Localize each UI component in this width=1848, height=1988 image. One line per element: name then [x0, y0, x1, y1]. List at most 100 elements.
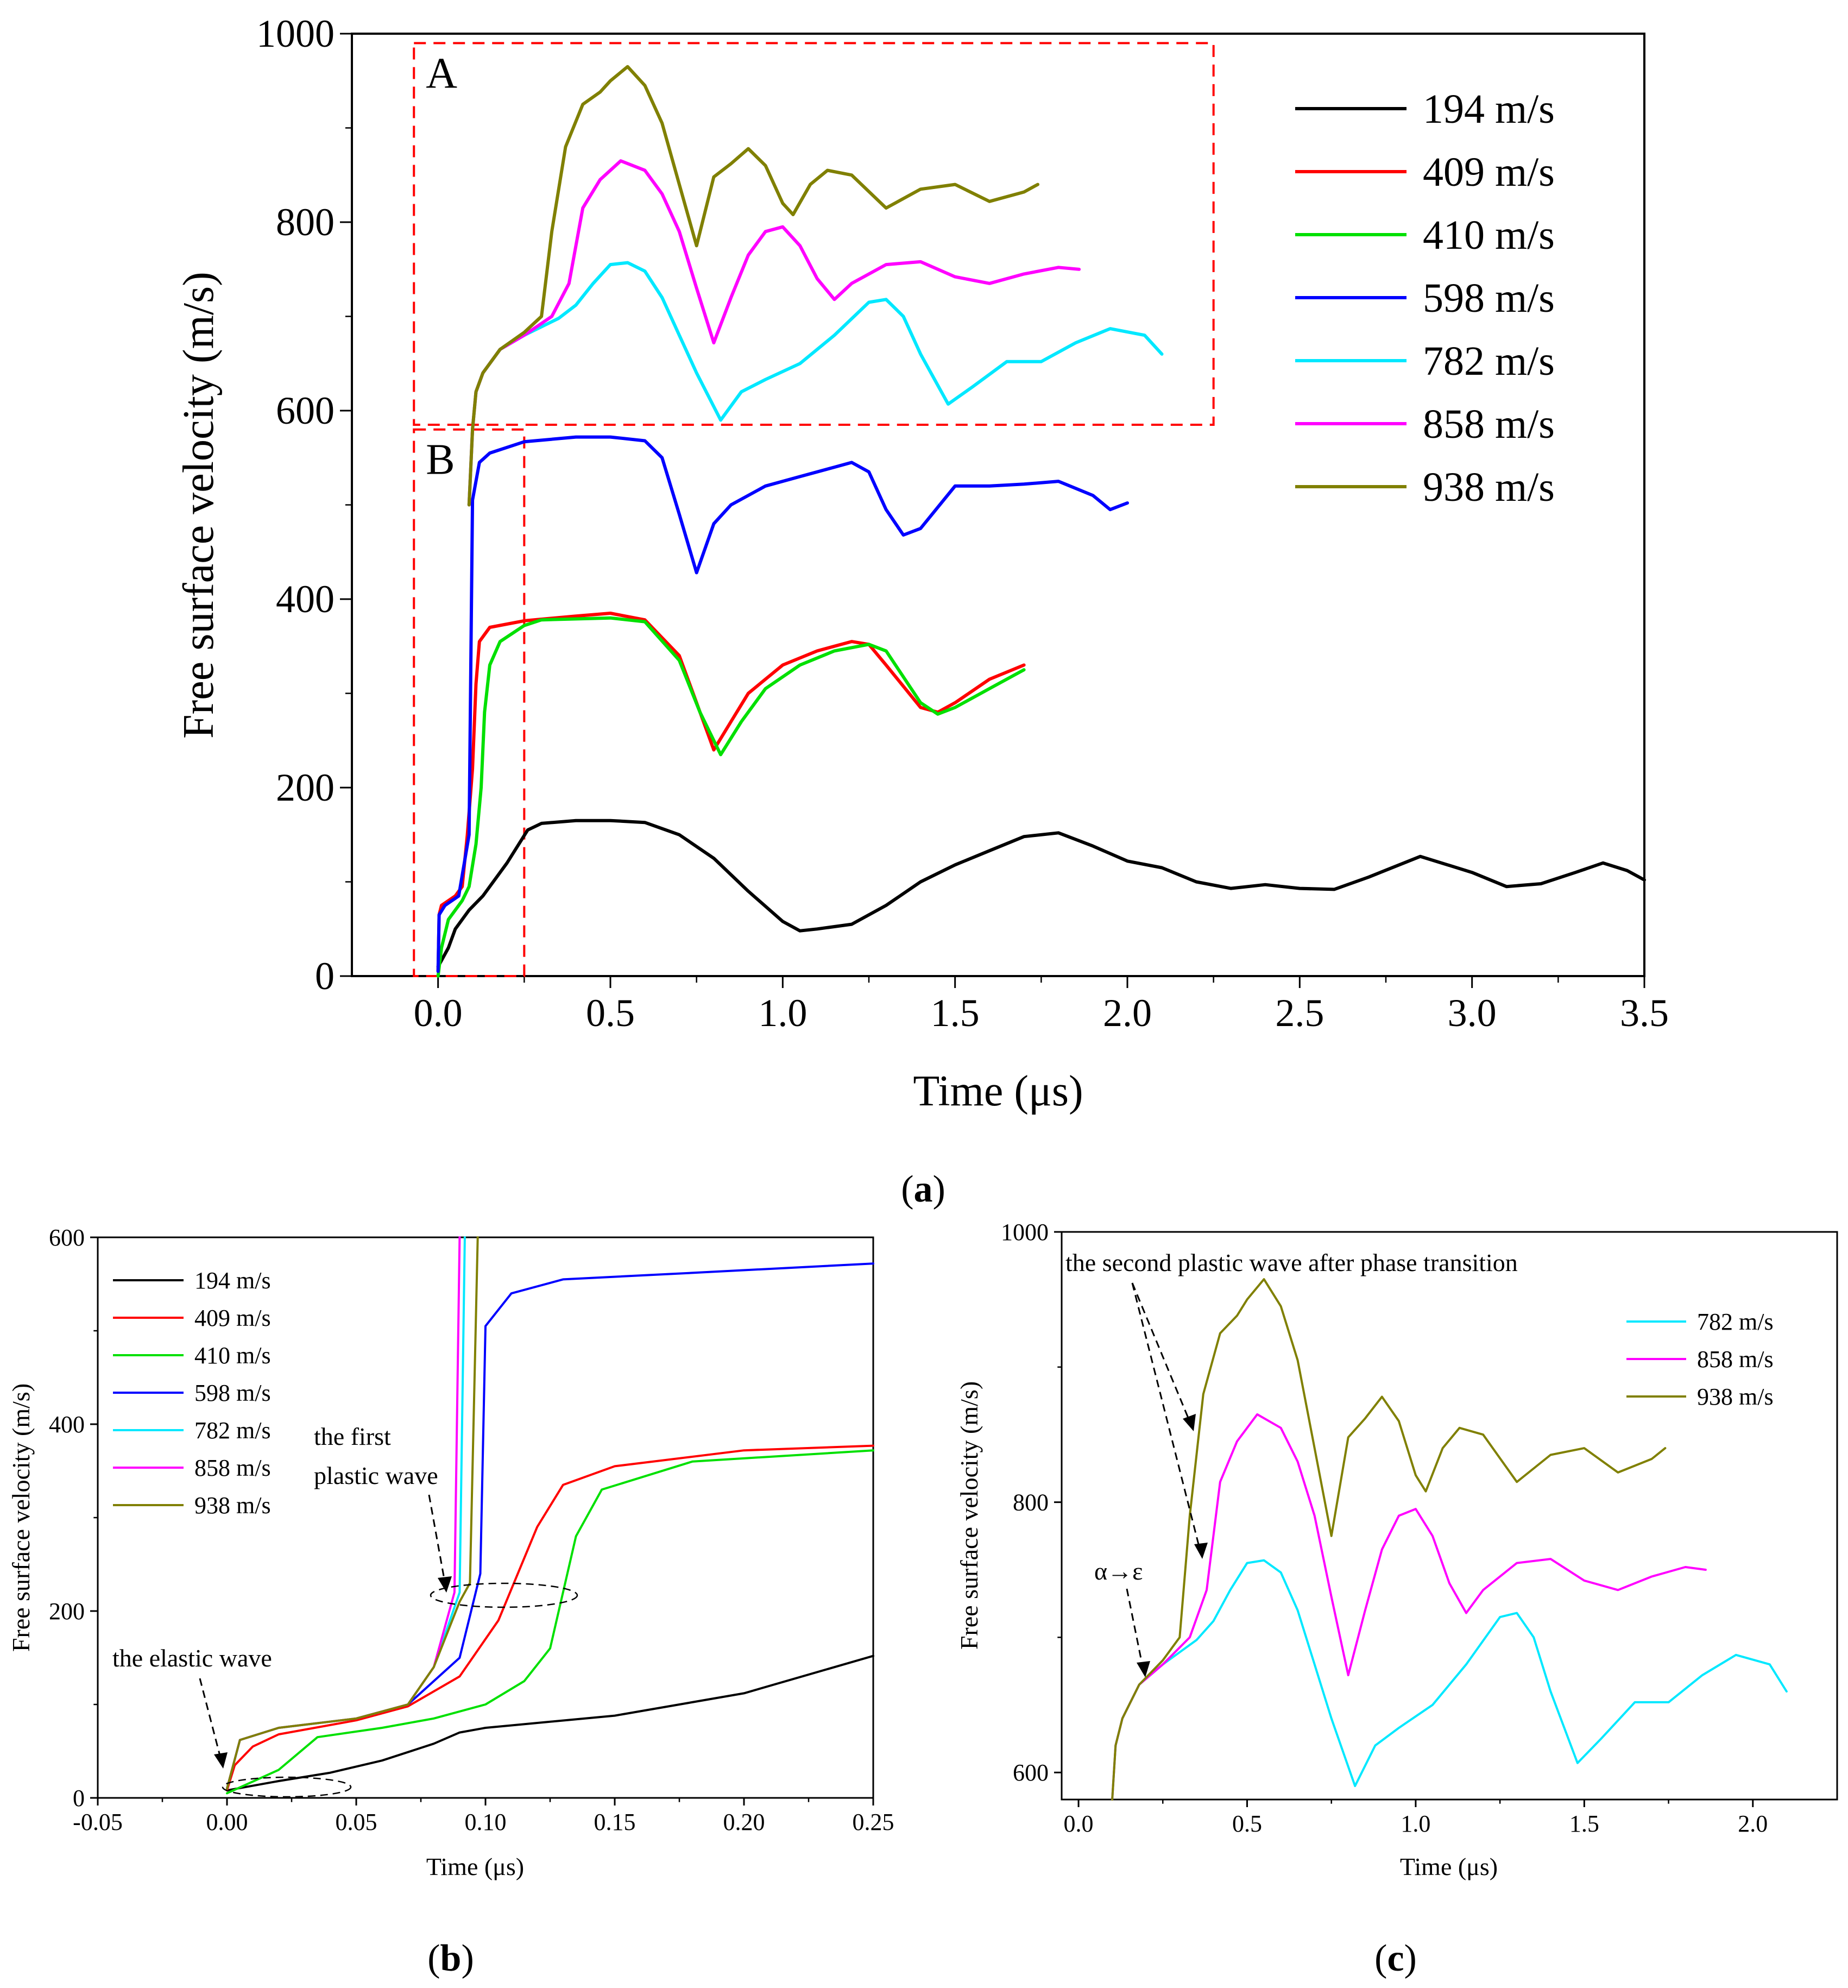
panel-c-x-tick-label: 1.0 — [1401, 1810, 1430, 1837]
panel-a-x-tick-label: 1.5 — [931, 991, 980, 1035]
panel-label-a: (a) — [901, 1168, 945, 1210]
panel-b-series-line-1 — [226, 1444, 874, 1792]
panel-a-regions: AB — [413, 42, 1215, 977]
panel-c-chart: 0.0 0.5 1.0 1.5 2.0 600 800 1000 782 m/s 858 m/s… — [955, 1219, 1838, 1880]
panel-b-x-tick-label: -0.05 — [73, 1809, 123, 1835]
panel-a-series-line-1 — [436, 612, 1026, 973]
panel-c-annotations: the second plastic wave after phase tran… — [1065, 1249, 1518, 1677]
panel-a-legend-label-0: 194 m/s — [1423, 86, 1555, 132]
panel-c-legend: 782 m/s 858 m/s 938 m/s — [1626, 1308, 1774, 1410]
elastic-wave-ellipse — [222, 1776, 352, 1798]
panel-b-curves — [226, 1236, 874, 1795]
panel-c-series-line-2 — [1111, 1278, 1667, 1801]
panel-a-y-tick-label: 0 — [315, 954, 335, 998]
panel-label-c: (c) — [1374, 1937, 1417, 1979]
panel-c-x-axis-label: Time (μs) — [1400, 1853, 1498, 1880]
panel-b-annotations: the first plastic wave the elastic wave — [112, 1423, 578, 1798]
panel-a-legend-label-4: 782 m/s — [1423, 338, 1555, 384]
panel-b-legend-label-0: 194 m/s — [194, 1267, 271, 1294]
panel-a-x-tick-label: 3.0 — [1448, 991, 1497, 1035]
region-a-label: A — [426, 49, 457, 97]
panel-c-y-tick-label: 800 — [1013, 1489, 1049, 1516]
panel-a-x-tick-label: 0.5 — [586, 991, 635, 1035]
panel-c-ticks: 0.0 0.5 1.0 1.5 2.0 600 800 1000 — [1001, 1219, 1768, 1837]
panel-a-legend-label-6: 938 m/s — [1423, 464, 1555, 510]
panel-c-x-tick-label: 1.5 — [1569, 1810, 1599, 1837]
panel-b-legend-label-1: 409 m/s — [194, 1305, 271, 1331]
region-b-label: B — [426, 436, 455, 484]
second-plastic-wave-arrowhead-lower — [1194, 1543, 1208, 1559]
panel-b-legend-label-5: 858 m/s — [194, 1455, 271, 1481]
panel-a-x-tick-label: 0.0 — [414, 991, 463, 1035]
panel-c-x-tick-label: 0.0 — [1064, 1810, 1094, 1837]
panel-c-series-line-0 — [1111, 1559, 1788, 1801]
panel-b-y-tick-label: 200 — [49, 1598, 85, 1625]
first-plastic-wave-arrow — [428, 1494, 446, 1586]
panel-b-legend-label-2: 410 m/s — [194, 1342, 271, 1369]
annotation-first-plastic-wave-line2: plastic wave — [314, 1462, 438, 1489]
panel-b-series-line-2 — [226, 1449, 874, 1795]
panel-a-y-tick-label: 400 — [276, 577, 335, 621]
panel-c-legend-label-0: 782 m/s — [1697, 1308, 1774, 1335]
panel-b-series-line-0 — [226, 1654, 874, 1792]
panel-b-x-axis-label: Time (μs) — [426, 1853, 524, 1880]
region-b-box — [413, 428, 526, 977]
panel-b-x-tick-label: 0.15 — [594, 1809, 636, 1835]
panel-b-y-axis-label: Free surface velocity (m/s) — [7, 1383, 35, 1652]
annotation-alpha-epsilon: α→ε — [1094, 1557, 1143, 1585]
panel-a-series-line-5 — [467, 159, 1081, 507]
panel-a-ticks: 0.0 0.5 1.0 1.5 2.0 2.5 3.0 3.5 0 200 400 600 800 100… — [256, 12, 1669, 1035]
panel-b-chart: -0.05 0.00 0.05 0.10 0.15 0.20 0.250200400600 … — [7, 1224, 894, 1880]
second-plastic-wave-arrow-upper — [1131, 1282, 1191, 1424]
panel-a-legend-label-2: 410 m/s — [1423, 212, 1555, 258]
panel-b-ticks: -0.05 0.00 0.05 0.10 0.15 0.20 0.25 0 200 400 600 — [49, 1224, 894, 1835]
panel-c-y-tick-label: 600 — [1013, 1759, 1049, 1786]
panel-c-plot-frame — [1061, 1231, 1838, 1801]
panel-a-y-tick-label: 1000 — [256, 12, 335, 55]
region-a-box — [413, 42, 1215, 426]
annotation-first-plastic-wave-line1: the first — [314, 1423, 391, 1450]
panel-c-legend-label-1: 858 m/s — [1697, 1346, 1774, 1373]
panel-b-legend-label-4: 782 m/s — [194, 1417, 271, 1444]
panel-c-curves — [1111, 1278, 1788, 1801]
panel-a-legend-label-1: 409 m/s — [1423, 149, 1555, 195]
panel-a-series-line-4 — [467, 261, 1164, 507]
elastic-wave-arrow — [199, 1678, 222, 1760]
panel-b-x-tick-label: 0.05 — [336, 1809, 377, 1835]
panel-a-legend-label-5: 858 m/s — [1423, 401, 1555, 447]
first-plastic-wave-ellipse — [430, 1582, 578, 1608]
panel-label-b: (b) — [427, 1937, 474, 1979]
panel-a-x-tick-label: 1.0 — [758, 991, 807, 1035]
panel-b-y-tick-label: 0 — [73, 1785, 85, 1811]
panel-a-series-line-0 — [436, 819, 1646, 968]
second-plastic-wave-arrow-lower — [1131, 1282, 1201, 1551]
panel-b-series-line-3 — [226, 1262, 874, 1790]
panel-a-x-tick-label: 2.0 — [1103, 991, 1152, 1035]
second-plastic-wave-arrowhead-upper — [1183, 1414, 1196, 1431]
panel-c-x-tick-label: 0.5 — [1232, 1810, 1262, 1837]
panel-b-x-tick-label: 0.00 — [206, 1809, 248, 1835]
panel-b-y-tick-label: 600 — [49, 1224, 85, 1251]
alpha-epsilon-arrow — [1126, 1588, 1144, 1670]
panel-b-x-tick-label: 0.25 — [853, 1809, 894, 1835]
first-plastic-wave-arrowhead — [438, 1576, 452, 1593]
panel-a-legend-label-3: 598 m/s — [1423, 275, 1555, 321]
panel-a-series-line-6 — [467, 65, 1039, 507]
panel-a-curves — [436, 65, 1646, 978]
panel-b-series-line-6 — [226, 1236, 479, 1790]
panel-a-x-tick-label: 2.5 — [1275, 991, 1324, 1035]
alpha-epsilon-arrowhead — [1137, 1661, 1150, 1677]
panel-b-x-tick-label: 0.20 — [723, 1809, 765, 1835]
panel-a-y-axis-label: Free surface velocity (m/s) — [175, 272, 223, 739]
panel-b-legend-label-3: 598 m/s — [194, 1380, 271, 1406]
elastic-wave-arrowhead — [214, 1752, 228, 1769]
panel-a-series-line-2 — [436, 616, 1026, 978]
panel-b-y-tick-label: 400 — [49, 1411, 85, 1438]
panel-b-x-tick-label: 0.10 — [465, 1809, 507, 1835]
panel-a-chart: 0.0 0.5 1.0 1.5 2.0 2.5 3.0 3.5 0 200 400 600 800 100… — [175, 12, 1669, 1115]
panel-c-series-line-1 — [1111, 1413, 1707, 1801]
panel-a-y-tick-label: 200 — [276, 766, 335, 809]
panel-c-x-tick-label: 2.0 — [1738, 1810, 1768, 1837]
panel-b-legend: 194 m/s 409 m/s 410 m/s 598 m/s 782 m/s 858 m… — [113, 1267, 271, 1519]
panel-c-legend-label-2: 938 m/s — [1697, 1383, 1774, 1410]
